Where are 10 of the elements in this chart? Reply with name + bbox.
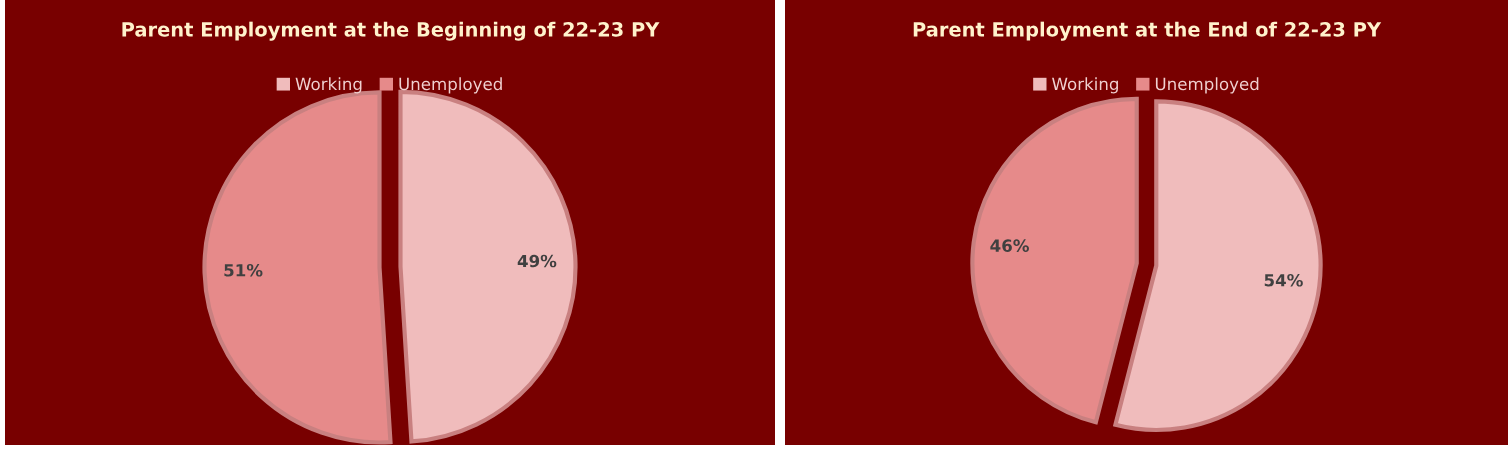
- chart-title: Parent Employment at the End of 22-23 PY: [913, 21, 1382, 41]
- data-label: 51%: [224, 263, 263, 277]
- data-label: 54%: [1264, 273, 1303, 287]
- data-label: 46%: [990, 239, 1029, 252]
- chart-title: Parent Employment at the Beginning of 22-23 PY: [122, 21, 660, 41]
- legend-label: Working: [295, 77, 362, 94]
- legend-label: Unemployed: [399, 77, 502, 94]
- data-label: 49%: [517, 254, 557, 268]
- legend-label: Unemployed: [1155, 77, 1259, 94]
- legend-label: Working: [1052, 77, 1118, 94]
